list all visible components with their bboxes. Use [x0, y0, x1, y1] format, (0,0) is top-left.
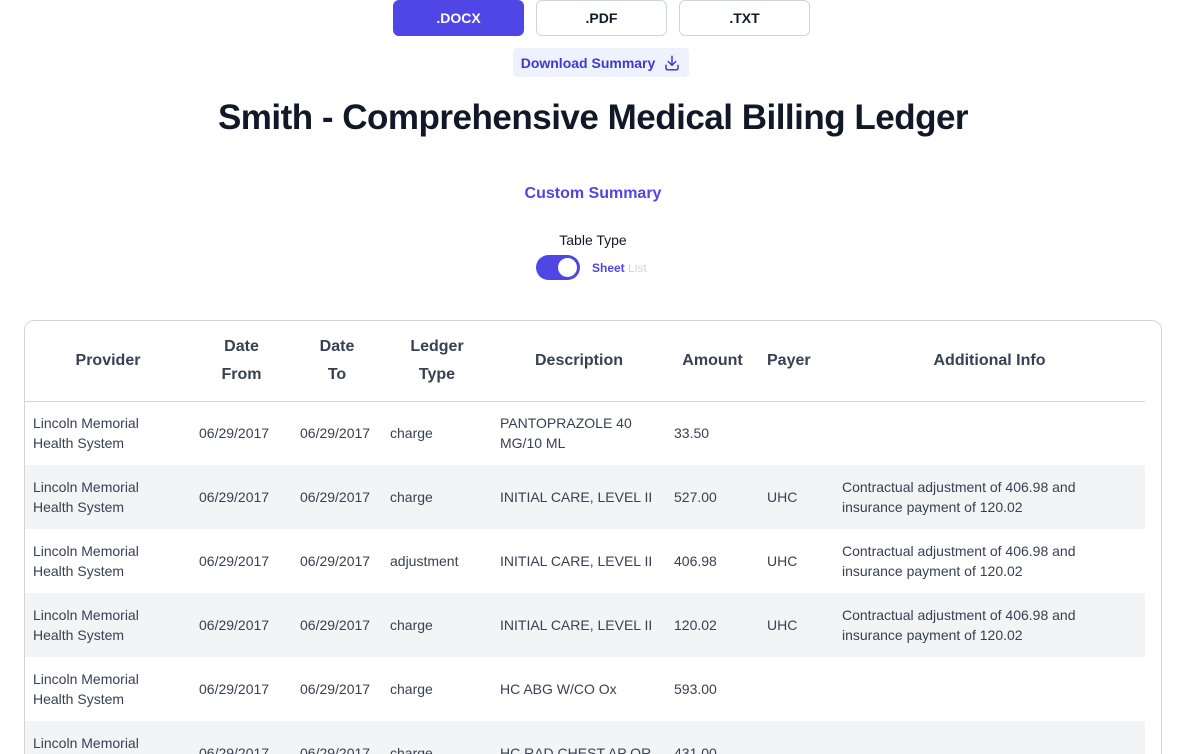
table-type-toggle-group: Sheet List	[536, 255, 647, 280]
header-description[interactable]: Description	[492, 321, 666, 402]
cell-ledger-type: charge	[390, 425, 433, 442]
cell-date-from: 06/29/2017	[199, 425, 270, 442]
cell-ledger-type: charge	[382, 465, 492, 529]
export-format-group: .DOCX .PDF .TXT	[393, 0, 810, 36]
cell-date-to: 06/29/2017	[300, 553, 371, 569]
header-date-from[interactable]: Date From	[191, 321, 292, 402]
cell-date-to: 06/29/2017	[292, 465, 382, 529]
cell-ledger-type: charge	[382, 593, 492, 657]
cell-date-to: 06/29/2017	[300, 681, 371, 697]
cell-provider: Lincoln Memorial Health System	[33, 415, 139, 452]
pdf-format-button[interactable]: .PDF	[536, 0, 667, 36]
cell-description: PANTOPRAZOLE 40 MG/10 ML	[500, 415, 632, 452]
table-row: Lincoln Memorial Health System 06/29/201…	[25, 657, 1145, 721]
cell-amount: 406.98	[674, 553, 717, 569]
table-row: Lincoln Memorial Health System 06/29/201…	[25, 529, 1145, 593]
ledger-table: Provider Date From Date To Ledger Type Desc…	[25, 321, 1145, 754]
list-option[interactable]: List	[628, 260, 647, 275]
cell-amount: 120.02	[666, 593, 759, 657]
toggle-knob	[558, 258, 577, 277]
cell-date-from: 06/29/2017	[191, 465, 292, 529]
ledger-table-card: Provider Date From Date To Ledger Type Desc…	[24, 320, 1162, 754]
cell-provider: Lincoln Memorial Health System	[25, 465, 191, 529]
cell-additional-info: Contractual adjustment of 406.98 and ins…	[842, 543, 1076, 579]
cell-description: HC RAD CHEST AP OR	[492, 721, 666, 754]
table-header-row: Provider Date From Date To Ledger Type Desc…	[25, 321, 1145, 402]
cell-date-from: 06/29/2017	[191, 721, 292, 754]
cell-additional-info: Contractual adjustment of 406.98 and ins…	[834, 465, 1145, 529]
download-icon	[665, 55, 680, 70]
cell-date-from: 06/29/2017	[199, 681, 270, 697]
download-summary-label: Download Summary	[520, 54, 656, 71]
table-row: Lincoln Memorial Health System 06/29/201…	[25, 401, 1145, 465]
cell-amount: 33.50	[674, 425, 710, 442]
table-type-label: Table Type	[559, 232, 627, 248]
cell-date-to: 06/29/2017	[292, 721, 382, 754]
docx-format-button[interactable]: .DOCX	[393, 0, 524, 36]
cell-payer	[759, 721, 834, 754]
page-title: Smith - Comprehensive Medical Billing Le…	[217, 98, 969, 137]
cell-provider: Lincoln Memorial Health System	[25, 721, 191, 754]
table-type-options: Sheet List	[592, 261, 647, 275]
cell-additional-info: Contractual adjustment of 406.98 and ins…	[834, 593, 1145, 657]
cell-provider: Lincoln Memorial Health System	[25, 593, 191, 657]
header-ledger-type[interactable]: Ledger Type	[382, 321, 492, 402]
table-row: Lincoln Memorial Health System 06/29/201…	[25, 465, 1145, 529]
cell-date-from: 06/29/2017	[191, 593, 292, 657]
cell-provider: Lincoln Memorial Health System	[33, 671, 139, 707]
table-type-toggle[interactable]	[536, 255, 580, 280]
cell-ledger-type: charge	[382, 721, 492, 754]
cell-payer: UHC	[759, 465, 834, 529]
cell-date-to: 06/29/2017	[300, 425, 371, 442]
sheet-option[interactable]: Sheet	[592, 260, 625, 275]
header-additional-info[interactable]: Additional Info	[834, 321, 1145, 402]
cell-amount: 527.00	[666, 465, 759, 529]
txt-format-button[interactable]: .TXT	[679, 0, 810, 36]
cell-payer	[759, 401, 834, 465]
header-amount[interactable]: Amount	[666, 321, 759, 402]
custom-summary-link[interactable]: Custom Summary	[524, 185, 662, 202]
cell-provider: Lincoln Memorial Health System	[33, 543, 139, 579]
header-provider[interactable]: Provider	[25, 321, 191, 402]
cell-amount: 593.00	[674, 681, 717, 697]
cell-payer: UHC	[767, 553, 798, 569]
cell-description: INITIAL CARE, LEVEL II	[492, 593, 666, 657]
cell-description: INITIAL CARE, LEVEL II	[492, 465, 666, 529]
cell-description: INITIAL CARE, LEVEL II	[500, 553, 653, 569]
download-summary-button[interactable]: Download Summary	[513, 48, 689, 77]
table-row: Lincoln Memorial Health System 06/29/201…	[25, 593, 1145, 657]
cell-description: HC ABG W/CO Ox	[500, 681, 617, 697]
cell-amount: 431.00	[666, 721, 759, 754]
header-date-to[interactable]: Date To	[292, 321, 382, 402]
cell-additional-info	[834, 657, 1145, 721]
cell-additional-info	[834, 401, 1145, 465]
header-payer[interactable]: Payer	[759, 321, 834, 402]
cell-payer: UHC	[759, 593, 834, 657]
cell-date-to: 06/29/2017	[292, 593, 382, 657]
table-row: Lincoln Memorial Health System 06/29/201…	[25, 721, 1145, 754]
cell-ledger-type: adjustment	[390, 553, 459, 569]
cell-payer	[759, 657, 834, 721]
cell-ledger-type: charge	[390, 681, 433, 697]
cell-date-from: 06/29/2017	[199, 553, 270, 569]
cell-additional-info	[834, 721, 1145, 754]
